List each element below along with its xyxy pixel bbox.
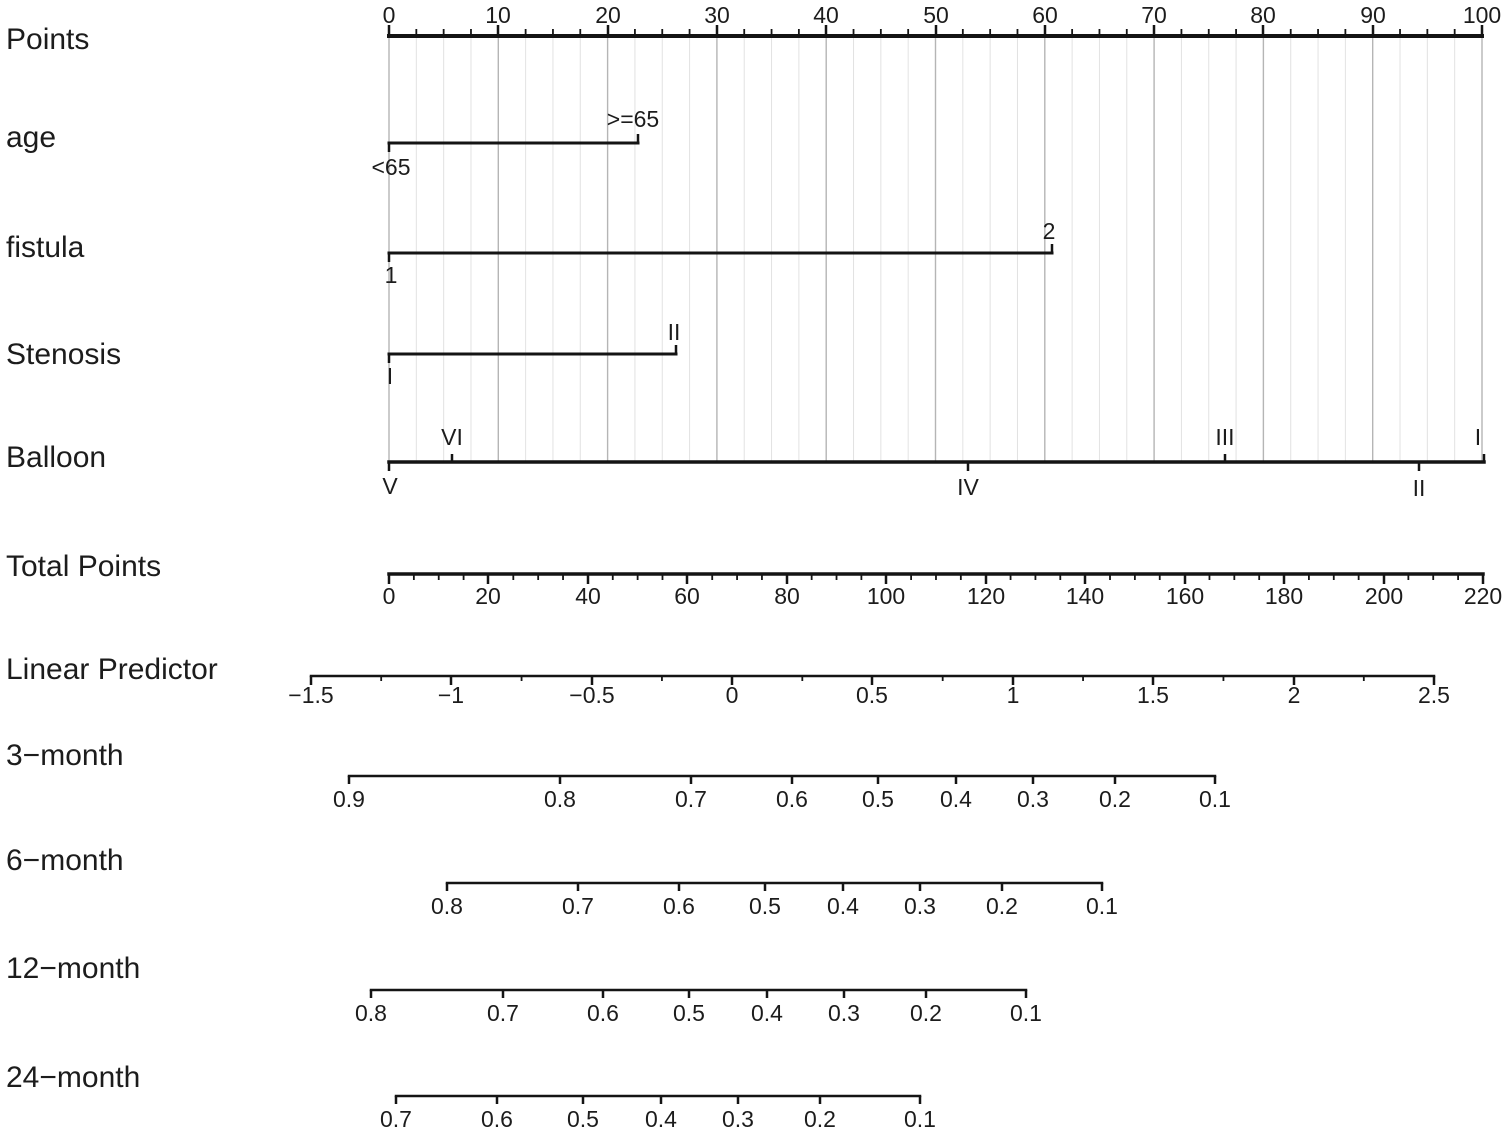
row-label-age: age	[6, 121, 57, 154]
tick-label: 0.8	[544, 786, 576, 812]
tick-label: 60	[674, 583, 700, 609]
tick-label: 0.4	[827, 893, 859, 919]
tick-label: 100	[867, 583, 905, 609]
tick-label: 180	[1265, 583, 1303, 609]
tick-label: 0.6	[776, 786, 808, 812]
tick-label: 0.6	[663, 893, 695, 919]
tick-label: 0.4	[645, 1106, 677, 1132]
tick-label: 0.2	[804, 1106, 836, 1132]
tick-label: 2.5	[1418, 682, 1450, 708]
tick-label: 0.1	[1010, 1000, 1042, 1026]
row-label-points: Points	[6, 23, 90, 56]
tick-label: 0.4	[751, 1000, 783, 1026]
tick-label: −1	[438, 682, 464, 708]
tick-label: 0.2	[1099, 786, 1131, 812]
tick-label: 0.6	[481, 1106, 513, 1132]
tick-label: 30	[704, 2, 730, 28]
tick-label: I	[1475, 424, 1481, 450]
tick-label: −1.5	[288, 682, 333, 708]
tick-label: 140	[1066, 583, 1104, 609]
tick-label: 0.5	[673, 1000, 705, 1026]
tick-label: 0.4	[940, 786, 972, 812]
tick-label: 2	[1043, 218, 1056, 244]
tick-label: 0.9	[333, 786, 365, 812]
tick-label: I	[387, 363, 393, 389]
tick-label: 0.5	[567, 1106, 599, 1132]
tick-label: 0.3	[1017, 786, 1049, 812]
tick-label: 1	[1007, 682, 1020, 708]
tick-label: 50	[923, 2, 949, 28]
tick-label: 0.5	[856, 682, 888, 708]
row-label-linear-predictor: Linear Predictor	[6, 653, 218, 686]
tick-label: II	[1413, 475, 1426, 501]
row-label-total-points: Total Points	[6, 550, 162, 583]
tick-label: 40	[813, 2, 839, 28]
tick-label: IV	[957, 474, 979, 500]
tick-label: 0.7	[562, 893, 594, 919]
tick-label: 20	[475, 583, 501, 609]
tick-label: 70	[1141, 2, 1167, 28]
tick-label: 0.3	[904, 893, 936, 919]
tick-label: 0.8	[431, 893, 463, 919]
tick-label: III	[1215, 424, 1234, 450]
tick-label: 10	[485, 2, 511, 28]
tick-label: 0.3	[722, 1106, 754, 1132]
tick-label: 1	[385, 262, 398, 288]
tick-label: 60	[1032, 2, 1058, 28]
tick-label: 40	[575, 583, 601, 609]
tick-label: V	[382, 473, 398, 499]
tick-label: 220	[1464, 583, 1502, 609]
tick-label: II	[668, 319, 681, 345]
tick-label: 0	[383, 583, 396, 609]
tick-label: 0.2	[910, 1000, 942, 1026]
tick-label: 0.7	[675, 786, 707, 812]
tick-label: 0.8	[355, 1000, 387, 1026]
tick-label: 80	[1250, 2, 1276, 28]
tick-label: 0.5	[749, 893, 781, 919]
row-label-3-month: 3−month	[6, 739, 124, 772]
tick-label: 160	[1166, 583, 1204, 609]
row-label-fistula: fistula	[6, 231, 85, 264]
row-label-24-month: 24−month	[6, 1061, 141, 1094]
tick-label: 0.7	[380, 1106, 412, 1132]
tick-label: 0.1	[1199, 786, 1231, 812]
tick-label: 0.6	[587, 1000, 619, 1026]
tick-label: 0	[726, 682, 739, 708]
tick-label: 20	[595, 2, 621, 28]
tick-label: 0.7	[487, 1000, 519, 1026]
tick-label: 0	[383, 2, 396, 28]
tick-label: 0.1	[1086, 893, 1118, 919]
tick-label: VI	[441, 424, 463, 450]
row-label-12-month: 12−month	[6, 952, 141, 985]
row-label-6-month: 6−month	[6, 844, 124, 877]
tick-label: 0.5	[862, 786, 894, 812]
tick-label: 100	[1463, 2, 1501, 28]
tick-label: 1.5	[1137, 682, 1169, 708]
tick-label: −0.5	[569, 682, 614, 708]
tick-label: >=65	[607, 106, 659, 132]
tick-label: 0.3	[828, 1000, 860, 1026]
tick-label: 80	[774, 583, 800, 609]
row-label-stenosis: Stenosis	[6, 338, 122, 371]
row-label-balloon: Balloon	[6, 441, 107, 474]
tick-label: 90	[1360, 2, 1386, 28]
tick-label: 200	[1365, 583, 1403, 609]
tick-label: 120	[967, 583, 1005, 609]
tick-label: <65	[371, 154, 410, 180]
tick-label: 0.1	[904, 1106, 936, 1132]
tick-label: 2	[1288, 682, 1301, 708]
tick-label: 0.2	[986, 893, 1018, 919]
